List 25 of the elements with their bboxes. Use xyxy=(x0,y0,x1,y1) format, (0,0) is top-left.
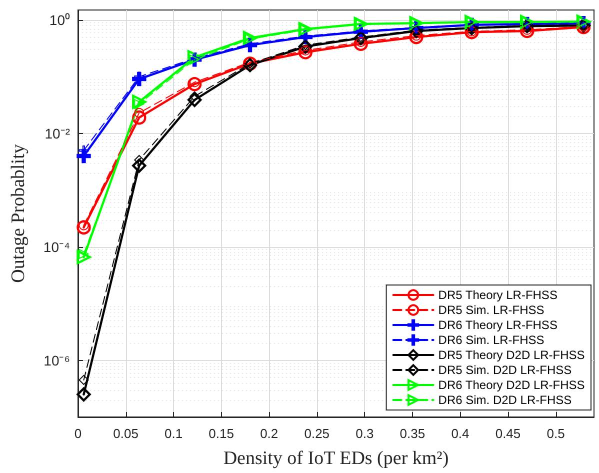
legend-label: DR6 Theory D2D LR-FHSS xyxy=(438,378,585,392)
y-tick-label: 10⁰ xyxy=(49,12,70,28)
x-tick-label: 0.5 xyxy=(546,426,565,441)
x-tick-label: 0.3 xyxy=(356,426,374,441)
x-tick-label: 0 xyxy=(74,426,82,441)
y-tick-label: 10⁻⁶ xyxy=(44,352,70,368)
legend-label: DR6 Theory LR-FHSS xyxy=(438,318,558,332)
legend-label: DR5 Theory D2D LR-FHSS xyxy=(438,348,585,362)
x-axis-title: Density of IoT EDs (per km²) xyxy=(223,448,449,469)
x-tick-label: 0.05 xyxy=(113,426,138,441)
y-tick-label: 10⁻⁴ xyxy=(43,238,70,255)
y-tick-label: 10⁻² xyxy=(44,125,70,142)
legend-label: DR6 Sim. LR-FHSS xyxy=(438,333,544,347)
legend-label: DR6 Sim. D2D LR-FHSS xyxy=(438,393,572,407)
legend-label: DR5 Theory LR-FHSS xyxy=(438,288,558,302)
x-tick-label: 0.15 xyxy=(208,426,234,441)
x-tick-label: 0.4 xyxy=(451,426,470,441)
x-tick-label: 0.25 xyxy=(304,426,330,441)
x-tick-label: 0.1 xyxy=(164,426,183,441)
x-tick-label: 0.45 xyxy=(495,426,521,441)
x-tick-label: 0.35 xyxy=(400,426,426,441)
legend-label: DR5 Sim. D2D LR-FHSS xyxy=(438,363,572,377)
y-axis-title: Outage Probablity xyxy=(8,144,29,283)
legend-label: DR5 Sim. LR-FHSS xyxy=(438,303,544,317)
x-tick-label: 0.2 xyxy=(260,426,278,441)
